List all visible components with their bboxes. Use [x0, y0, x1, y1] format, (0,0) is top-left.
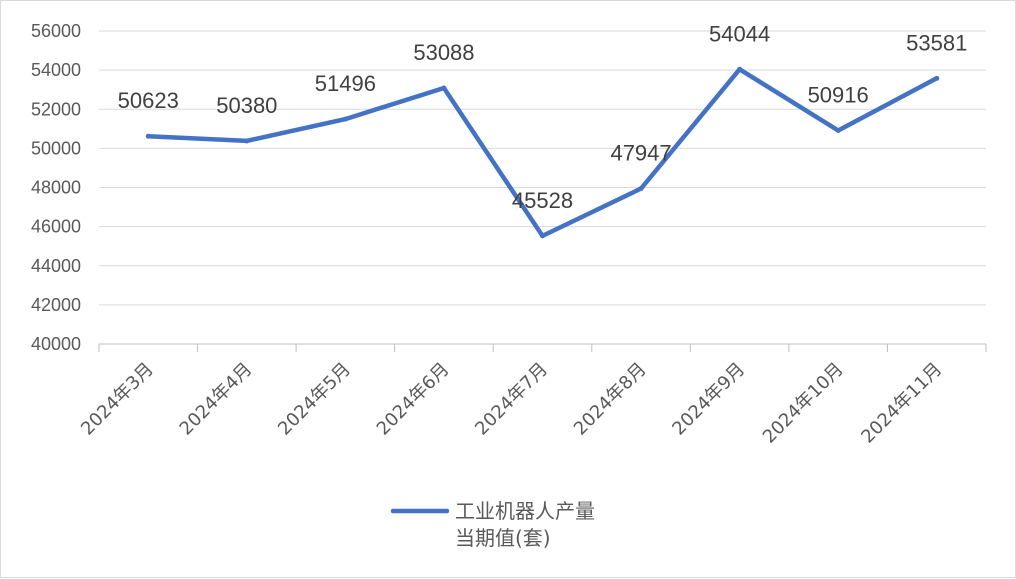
data-label: 50380 — [216, 93, 277, 118]
data-label: 53581 — [906, 30, 967, 55]
gridlines — [99, 30, 986, 306]
x-tick-label: 2024年3月 — [77, 359, 158, 440]
data-point — [145, 133, 151, 139]
data-point — [441, 85, 447, 91]
x-tick-label: 2024年8月 — [570, 359, 651, 440]
data-label: 51496 — [315, 71, 376, 96]
y-tick-label: 48000 — [31, 178, 81, 198]
y-tick-label: 46000 — [31, 217, 81, 237]
legend-label: 工业机器人产量 — [455, 499, 595, 523]
data-point — [638, 186, 644, 192]
series-group — [145, 66, 940, 239]
x-tick-label: 2024年10月 — [759, 359, 848, 448]
y-tick-label: 42000 — [31, 295, 81, 315]
y-tick-label: 52000 — [31, 99, 81, 119]
y-axis: 40000 42000 44000 46000 48000 50000 52000 54000… — [31, 21, 81, 354]
x-tick-label: 2024年4月 — [176, 359, 257, 440]
x-tick-label: 2024年11月 — [857, 359, 946, 448]
data-point — [737, 66, 743, 72]
y-tick-label: 40000 — [31, 334, 81, 354]
y-tick-label: 50000 — [31, 138, 81, 158]
y-tick-label: 44000 — [31, 256, 81, 276]
x-tick-label: 2024年6月 — [373, 359, 454, 440]
legend-label: 当期值(套) — [455, 526, 551, 550]
data-label: 50916 — [808, 82, 869, 107]
y-tick-label: 56000 — [31, 21, 81, 41]
data-label: 45528 — [512, 188, 573, 213]
y-tick-label: 54000 — [31, 60, 81, 80]
data-point — [540, 233, 545, 239]
x-axis: 2024年3月 2024年4月 2024年5月 2024年6月 2024年7月 2024年… — [77, 343, 987, 448]
data-label: 47947 — [610, 141, 671, 166]
data-point — [244, 138, 250, 144]
data-point — [934, 75, 940, 81]
data-labels: 50623 50380 51496 53088 45528 47947 54044 50916… — [118, 21, 968, 213]
x-tick-label: 2024年7月 — [471, 359, 552, 440]
data-point — [342, 116, 348, 122]
data-label: 54044 — [709, 21, 770, 46]
data-label: 50623 — [118, 88, 179, 113]
data-point — [835, 127, 841, 133]
x-tick-label: 2024年9月 — [668, 359, 749, 440]
x-tick-label: 2024年5月 — [274, 359, 355, 440]
data-label: 53088 — [413, 40, 474, 65]
